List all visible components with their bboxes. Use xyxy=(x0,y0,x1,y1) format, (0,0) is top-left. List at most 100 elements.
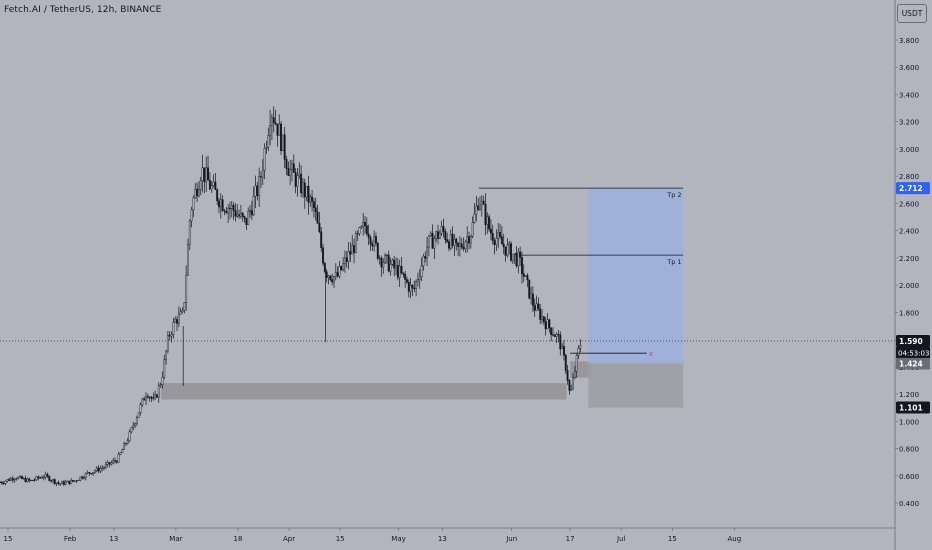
candle-body xyxy=(322,247,324,264)
candle-body xyxy=(376,242,379,259)
candle-body xyxy=(300,173,303,194)
candle-body xyxy=(415,281,418,289)
candle-body xyxy=(28,478,31,481)
currency-button[interactable]: USDT xyxy=(897,4,927,23)
candle-body xyxy=(188,220,191,245)
candle-body xyxy=(431,232,434,249)
candle-body xyxy=(298,173,301,176)
price-tick-label: 2.400 xyxy=(899,228,919,236)
candle-body xyxy=(256,185,259,196)
price-tick-label: 2.800 xyxy=(899,173,919,181)
candle-body xyxy=(541,316,543,320)
candle-body xyxy=(2,483,5,485)
candle-body xyxy=(249,210,251,212)
candle-body xyxy=(533,305,536,311)
candle-body xyxy=(166,335,169,352)
candle-body xyxy=(20,476,23,479)
candle-body xyxy=(435,231,438,239)
candle-body xyxy=(497,232,500,239)
candle-body xyxy=(59,483,62,485)
candle-body xyxy=(513,253,516,255)
candle-body xyxy=(155,394,158,398)
candle-body xyxy=(51,479,54,481)
candle-body xyxy=(519,251,522,258)
candle-body xyxy=(358,227,361,234)
candle-body xyxy=(232,205,235,211)
candle-body xyxy=(207,167,210,181)
candle-body xyxy=(345,257,348,262)
candle-body xyxy=(477,205,480,210)
candle-body xyxy=(243,216,246,219)
candle-body xyxy=(305,185,308,198)
candle-body xyxy=(236,214,239,217)
candle-body xyxy=(515,253,518,267)
axis-price-label-bg xyxy=(896,401,930,414)
candle-body xyxy=(469,235,472,244)
candle-body xyxy=(88,472,91,474)
axis-price-label-bg xyxy=(896,334,930,347)
candle-body xyxy=(145,396,147,401)
candle-body xyxy=(546,319,549,330)
candle-body xyxy=(371,243,374,247)
candle-body xyxy=(444,231,447,240)
candle-body xyxy=(181,310,184,312)
candle-body xyxy=(460,243,463,248)
time-tick-label: 15 xyxy=(336,535,345,543)
candle-body xyxy=(384,255,387,263)
candle-body xyxy=(544,321,547,330)
candle-body xyxy=(176,319,178,324)
candle-body xyxy=(199,180,202,190)
candle-body xyxy=(276,123,279,136)
candle-body xyxy=(208,180,211,190)
candle-body xyxy=(24,478,27,483)
candle-body xyxy=(289,169,292,176)
axis-labels-layer: 2.712 1.590 1.424 1.101 04:53:03 xyxy=(896,182,930,414)
candle-body xyxy=(552,334,554,336)
candle-body xyxy=(6,479,9,482)
candle-body xyxy=(455,238,458,244)
candle-body xyxy=(508,243,511,246)
candle-body xyxy=(201,167,204,182)
candle-body xyxy=(280,123,282,151)
candle-body xyxy=(128,431,131,442)
candle-body xyxy=(448,241,450,249)
candle-body xyxy=(66,480,69,483)
candle-body xyxy=(239,212,242,217)
candle-body xyxy=(367,233,370,238)
candle-body xyxy=(314,207,317,212)
candle-body xyxy=(572,377,574,390)
candle-body xyxy=(110,462,113,465)
candle-body xyxy=(150,396,153,399)
candle-body xyxy=(557,334,560,336)
candle-body xyxy=(161,377,164,385)
candle-body xyxy=(274,122,277,125)
candle-body xyxy=(522,273,525,277)
price-tick-label: 3.000 xyxy=(899,146,919,154)
candle-body xyxy=(364,221,366,226)
candle-body xyxy=(223,210,226,212)
candle-body xyxy=(250,210,253,216)
candle-body xyxy=(528,279,531,299)
candle-body xyxy=(260,176,262,178)
candle-body xyxy=(9,478,12,481)
candle-body xyxy=(159,384,162,387)
candle-body xyxy=(177,313,180,324)
candle-body xyxy=(219,199,222,208)
candle-body xyxy=(413,287,416,289)
candle-body xyxy=(50,480,53,482)
entry-marker: x xyxy=(649,350,653,358)
candle-body xyxy=(535,303,538,311)
candle-body xyxy=(126,440,129,444)
candle-body xyxy=(4,480,7,484)
candle-body xyxy=(542,316,545,322)
candle-body xyxy=(440,226,443,234)
candle-body xyxy=(283,134,286,160)
candle-body xyxy=(564,355,567,371)
candle-body xyxy=(22,478,25,480)
candle-body xyxy=(555,334,558,337)
candle-body xyxy=(437,231,439,239)
candle-body xyxy=(568,380,571,391)
candle-body xyxy=(340,266,343,270)
candle-body xyxy=(338,266,341,277)
